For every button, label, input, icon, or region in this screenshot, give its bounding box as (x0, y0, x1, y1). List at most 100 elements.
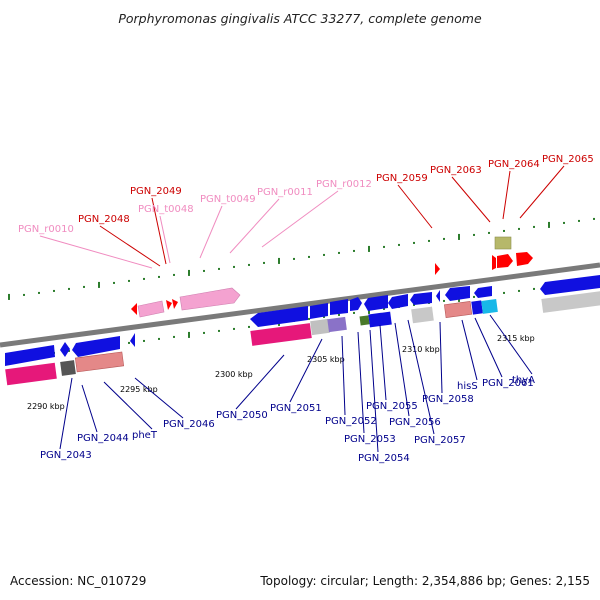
gene-label[interactable]: hisS (457, 381, 478, 392)
gene-arrow[interactable] (436, 290, 440, 302)
gene-label[interactable]: PGN_2051 (270, 403, 322, 414)
rna-feature[interactable] (179, 287, 241, 311)
gene-label[interactable]: PGN_2052 (325, 416, 377, 427)
gene-label[interactable]: PGN_2048 (78, 214, 130, 225)
gene-box[interactable] (74, 351, 125, 373)
gene-label[interactable]: PGN_2057 (414, 435, 466, 446)
gene-box[interactable] (60, 360, 76, 376)
gene-label[interactable]: PGN_2063 (430, 165, 482, 176)
gene-label[interactable]: thyA (512, 375, 535, 386)
gene-label[interactable]: PGN_2044 (77, 433, 129, 444)
gene-arrow[interactable] (130, 333, 135, 347)
gene-label[interactable]: PGN_2061 (482, 378, 534, 389)
guide-dot (233, 327, 235, 330)
gene-box[interactable] (471, 300, 483, 315)
guide-dot (383, 307, 385, 310)
gene-arrow[interactable] (5, 345, 55, 366)
guide-dot (398, 243, 400, 246)
gene-arrow[interactable] (350, 297, 362, 311)
gene-label[interactable]: PGN_2058 (422, 394, 474, 405)
gene-arrow[interactable] (516, 252, 533, 266)
upper-strand-features (131, 236, 533, 318)
gene-arrow[interactable] (72, 336, 120, 357)
guide-dot (158, 275, 160, 278)
scale-tick-label: 2305 kbp (307, 355, 345, 364)
gene-box[interactable] (481, 299, 498, 314)
scale-tick-label: 2300 kbp (215, 370, 253, 379)
gene-box[interactable] (359, 315, 370, 326)
gene-box[interactable] (310, 318, 330, 336)
gene-label[interactable]: PGN_2049 (130, 186, 182, 197)
gene-label[interactable]: PGN_2056 (389, 417, 441, 428)
gene-arrow[interactable] (540, 275, 600, 295)
gene-label[interactable]: PGN_2054 (358, 453, 410, 464)
gene-box[interactable] (327, 316, 347, 333)
gene-arrow[interactable] (388, 294, 408, 309)
gene-label[interactable]: PGN_r0010 (18, 224, 74, 235)
gene-arrow[interactable] (364, 295, 388, 311)
leader-line (159, 215, 171, 264)
trna-feature[interactable] (166, 300, 172, 310)
map-title: Porphyromonas gingivalis ATCC 33277, com… (118, 11, 482, 26)
gene-box[interactable] (411, 306, 434, 324)
gene-arrow[interactable] (492, 255, 496, 270)
gene-arrow[interactable] (445, 286, 470, 301)
guide-dot (8, 293, 10, 300)
leader-line (341, 335, 346, 416)
trna-feature[interactable] (172, 299, 178, 309)
leader-line (407, 319, 435, 435)
scale-tick-label: 2315 kbp (497, 334, 535, 343)
leader-line (289, 338, 323, 403)
gene-label[interactable]: PGN_2065 (542, 154, 594, 165)
genome-summary: Topology: circular; Length: 2,354,886 bp… (259, 574, 590, 588)
guide-dot (143, 339, 145, 342)
leader-line (519, 165, 565, 219)
guide-dot (218, 267, 220, 270)
gene-box[interactable] (541, 291, 600, 313)
guide-dot (338, 251, 340, 254)
guide-dot (218, 329, 220, 332)
gene-label[interactable]: PGN_t0049 (200, 194, 256, 205)
gene-arrow[interactable] (131, 303, 137, 315)
gene-label[interactable]: PGN_2046 (163, 419, 215, 430)
gene-label[interactable]: PGN_t0048 (138, 204, 194, 215)
gene-arrow[interactable] (330, 299, 348, 315)
guide-dot (578, 219, 580, 222)
guide-dot (548, 221, 550, 228)
gene-label[interactable]: PGN_r0011 (257, 187, 313, 198)
gene-arrow[interactable] (250, 306, 308, 327)
guide-dot (53, 289, 55, 292)
gene-label[interactable]: PGN_2043 (40, 450, 92, 461)
gene-label[interactable]: PGN_2064 (488, 159, 540, 170)
guide-dot (248, 325, 250, 328)
gene-arrow[interactable] (435, 263, 440, 275)
guide-dot (518, 227, 520, 230)
gene-label[interactable]: PGN_2053 (344, 434, 396, 445)
gene-arrow[interactable] (310, 303, 328, 319)
guide-dot (308, 255, 310, 258)
gene-arrow[interactable] (60, 342, 70, 357)
leader-line (397, 184, 433, 229)
gene-label[interactable]: PGN_r0012 (316, 179, 372, 190)
gene-arrow[interactable] (497, 254, 513, 268)
guide-dot (443, 299, 445, 302)
leader-line (439, 321, 443, 394)
guide-dot (563, 221, 565, 224)
gene-box[interactable] (368, 311, 392, 328)
rna-feature[interactable] (137, 300, 165, 318)
gene-label[interactable]: PGN_2050 (216, 410, 268, 421)
gene-box[interactable] (443, 301, 473, 318)
gene-label[interactable]: PGN_2055 (366, 401, 418, 412)
gene-box[interactable] (5, 362, 57, 386)
guide-dot (173, 335, 175, 338)
leader-line (369, 329, 379, 453)
gene-label[interactable]: pheT (132, 430, 158, 441)
gene-arrow[interactable] (410, 292, 432, 305)
gene-box[interactable] (250, 323, 312, 346)
gene-label[interactable]: PGN_2059 (376, 173, 428, 184)
gene-arrow[interactable] (474, 286, 492, 298)
leader-line (394, 322, 410, 417)
gene-box[interactable] (494, 236, 512, 250)
leader-line (357, 331, 365, 434)
leader-line (103, 381, 153, 430)
